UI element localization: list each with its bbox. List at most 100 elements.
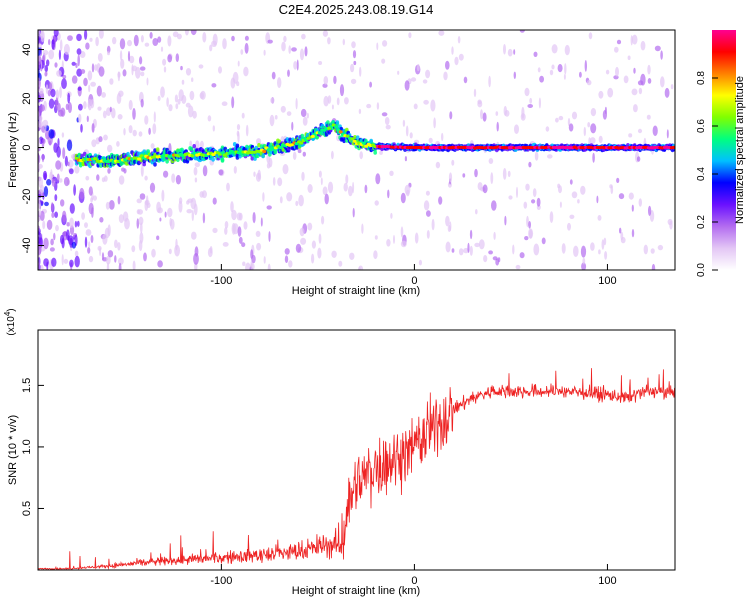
spectrogram-noise-cell [577,199,580,204]
spectrogram-noise-cell [536,197,541,207]
spectrogram-noise-cell [123,128,126,136]
spectrogram-noise-cell [638,198,642,207]
spectrogram-noise-cell [473,88,477,98]
spectrogram-noise-cell [157,36,162,43]
spectrogram-noise-cell [120,58,125,69]
spectrogram-noise-cell [532,188,537,198]
spectrogram-noise-cell [221,101,228,106]
snr-plot-area [38,330,675,570]
spectrogram-noise-cell [607,87,614,98]
spectrogram-noise-cell [67,92,71,104]
spectrogram-noise-cell [533,51,538,57]
spectrogram-noise-cell [187,105,194,118]
spectrogram-noise-cell [633,67,636,74]
spectrogram-noise-cell [48,39,51,46]
spectrogram-noise-cell [374,235,378,240]
spectrogram-noise-cell [339,84,345,97]
spectrogram-noise-cell [194,162,200,168]
spectrogram-ridge-cell [355,135,360,140]
spectrogram-noise-cell [71,241,77,249]
snr-x-axis-label: Height of straight line (km) [292,585,420,597]
spectrogram-noise-cell [124,217,130,230]
spectrogram-noise-cell [571,191,578,199]
spectrogram-noise-cell [105,255,111,265]
spectrogram-noise-cell [431,218,435,231]
spectrogram-noise-cell [539,75,544,83]
spectrogram-noise-cell [423,200,430,211]
spectrogram-noise-cell [185,102,191,108]
spectrogram-noise-cell [236,124,241,131]
spectrogram-noise-cell [580,185,586,195]
spectrogram-noise-cell [78,113,82,123]
spectrogram-ridge-cell [189,146,194,151]
spectrogram-ridge-cell [342,138,346,144]
spectrogram-noise-cell [327,95,332,104]
spectrogram-noise-cell [38,231,41,236]
spectrogram-noise-cell [597,215,602,221]
spectrogram-noise-cell [350,78,357,85]
spectrogram-noise-cell [139,232,144,244]
spectrogram-noise-cell [462,173,466,178]
colorbar-tick-label: 0.0 [696,263,707,277]
spectrogram-noise-cell [171,173,176,183]
spectrogram-noise-cell [438,30,445,36]
spectrogram-noise-cell [224,221,229,229]
spectrogram-noise-cell [519,30,525,33]
spectrogram-noise-cell [513,49,516,55]
spectrogram-noise-cell [74,255,80,268]
spectrogram-noise-cell [547,154,553,159]
spectrogram-noise-cell [598,249,601,255]
spectrogram-noise-cell [563,73,566,80]
spectrogram-noise-cell [238,236,243,244]
spectrogram-ridge-core [299,141,304,145]
spectrogram-x-tick-label: 0 [411,275,417,287]
spectrogram-noise-cell [140,98,144,108]
spectrogram-noise-cell [180,65,183,71]
spectrogram-noise-cell [648,205,652,216]
spectrogram-noise-cell [109,106,112,113]
spectrogram-noise-cell [598,135,603,144]
spectrogram-noise-cell [482,184,488,194]
spectrogram-noise-cell [101,92,106,98]
colorbar-label: Normalized spectral amplitude [734,76,746,224]
spectrogram-noise-cell [255,172,262,182]
spectrogram-noise-cell [272,177,276,186]
spectrogram-noise-cell [131,245,136,253]
spectrogram-noise-cell [178,197,183,205]
spectrogram-noise-cell [144,175,148,181]
spectrogram-noise-cell [77,54,80,67]
spectrogram-noise-cell [557,64,563,73]
spectrogram-noise-cell [323,76,329,85]
spectrogram-noise-cell [87,247,91,254]
spectrogram-noise-cell [152,38,159,46]
spectrogram-noise-cell [41,153,45,163]
spectrogram-noise-cell [351,41,356,49]
spectrogram-noise-cell [42,220,46,230]
spectrogram-y-tick-label: -40 [21,238,33,254]
spectrogram-noise-cell [628,133,633,138]
spectrogram-noise-cell [418,259,422,266]
spectrogram-noise-cell [190,30,197,36]
spectrogram-noise-cell [78,103,83,111]
spectrogram-noise-cell [71,75,78,84]
spectrogram-noise-cell [458,53,464,61]
spectrogram-ridge-cell [132,159,137,164]
spectrogram-noise-cell [127,39,132,47]
spectrogram-noise-cell [664,87,670,98]
spectrogram-noise-cell [344,97,349,105]
spectrogram-ridge-cell [78,163,83,168]
spectrogram-ridge-cell [137,151,141,156]
spectrogram-noise-cell [50,202,54,212]
spectrogram-frame [37,29,676,271]
spectrogram-noise-cell [274,115,278,120]
spectrogram-noise-cell [317,247,322,259]
spectrogram-noise-cell [61,210,67,223]
spectrogram-noise-cell [56,173,60,182]
spectrogram-noise-cell [57,138,60,148]
spectrogram-noise-cell [51,178,56,187]
spectrogram-noise-cell [251,254,256,264]
spectrogram-ridge-core [352,139,357,143]
spectrogram-noise-cell [381,112,388,117]
spectrogram-noise-cell [267,263,271,270]
spectrogram-noise-cell [80,123,83,133]
